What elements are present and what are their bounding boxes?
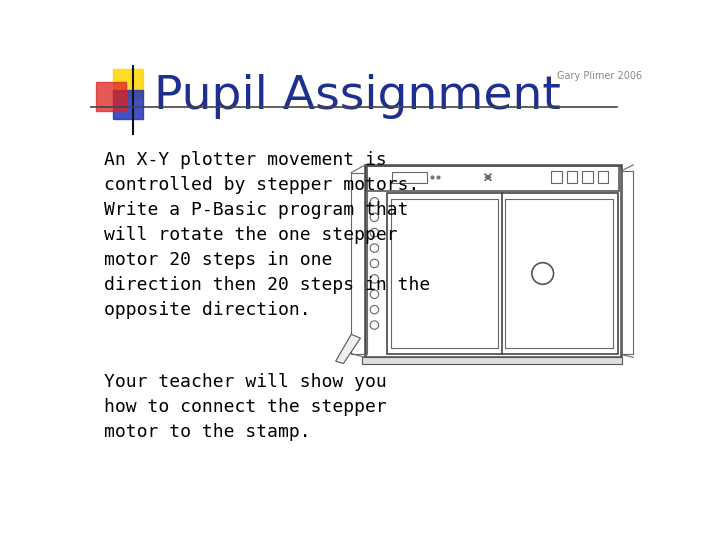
- Bar: [582, 171, 593, 184]
- Bar: [392, 172, 427, 183]
- Bar: [621, 171, 634, 354]
- Bar: [362, 357, 622, 363]
- Bar: [551, 171, 562, 184]
- Bar: [505, 199, 613, 348]
- Bar: [392, 199, 498, 348]
- Text: Gary Plimer 2006: Gary Plimer 2006: [557, 71, 642, 81]
- Bar: [387, 193, 618, 354]
- Bar: [598, 171, 608, 184]
- Text: Your teacher will show you
how to connect the stepper
motor to the stamp.: Your teacher will show you how to connec…: [104, 373, 387, 441]
- Bar: [366, 166, 619, 191]
- Bar: [567, 171, 577, 184]
- Bar: [113, 90, 143, 119]
- Text: An X-Y plotter movement is
controlled by stepper motors.
Write a P-Basic program: An X-Y plotter movement is controlled by…: [104, 151, 431, 319]
- Bar: [351, 173, 366, 354]
- Bar: [96, 82, 126, 111]
- Bar: [365, 165, 621, 357]
- Bar: [113, 69, 143, 98]
- Polygon shape: [336, 334, 361, 363]
- Text: Pupil Assignment: Pupil Assignment: [153, 74, 560, 119]
